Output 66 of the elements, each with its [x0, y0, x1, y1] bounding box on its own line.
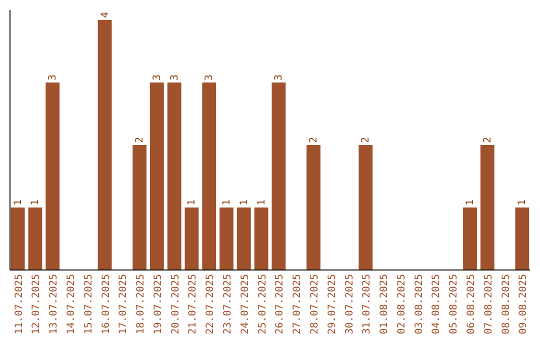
x-tick-label: 15.07.2025	[83, 274, 94, 334]
bar	[236, 208, 251, 270]
bar	[28, 208, 42, 270]
x-tick-label: 30.07.2025	[344, 274, 356, 334]
x-tick-label: 21.07.2025	[188, 274, 199, 334]
data-label: 4	[100, 12, 111, 18]
bar	[98, 20, 112, 270]
x-tick-label: 11.07.2025	[14, 274, 25, 334]
data-label: 2	[134, 136, 146, 143]
x-tick-label: 19.07.2025	[152, 274, 164, 334]
x-tick-label: 03.08.2025	[414, 274, 425, 334]
x-tick-label: 25.07.2025	[257, 274, 268, 334]
bar	[515, 208, 530, 270]
data-label: 3	[169, 74, 180, 80]
x-tick-label: 09.08.2025	[518, 274, 530, 334]
bar	[358, 145, 373, 270]
x-tick-label: 17.07.2025	[118, 274, 130, 334]
bar	[10, 208, 25, 270]
x-tick-label: 05.08.2025	[448, 274, 460, 334]
x-tick-label: 14.07.2025	[66, 274, 77, 334]
x-tick-label: 18.07.2025	[136, 274, 147, 334]
x-tick-label: 26.07.2025	[274, 274, 286, 334]
data-label: 1	[186, 199, 198, 206]
bar	[132, 145, 147, 270]
bar	[463, 208, 477, 270]
x-tick-label: 22.07.2025	[205, 274, 216, 334]
data-label: 1	[238, 199, 250, 206]
x-tick-label: 12.07.2025	[31, 274, 42, 334]
bar	[306, 145, 320, 270]
data-label: 3	[204, 74, 216, 80]
x-tick-label: 28.07.2025	[309, 274, 320, 334]
bar	[150, 82, 164, 270]
x-tick-label: 23.07.2025	[222, 274, 234, 334]
data-label: 3	[48, 74, 59, 80]
bar	[480, 145, 494, 270]
bar	[46, 82, 60, 270]
data-label: 2	[482, 136, 494, 143]
x-tick-label: 16.07.2025	[100, 274, 112, 334]
bar	[272, 82, 286, 270]
data-label: 1	[465, 199, 476, 206]
x-tick-label: 06.08.2025	[466, 274, 477, 334]
data-label: 1	[30, 199, 42, 206]
x-tick-label: 07.08.2025	[483, 274, 494, 334]
x-tick-label: 04.08.2025	[431, 274, 442, 334]
x-tick-label: 27.07.2025	[292, 274, 304, 334]
x-tick-label: 01.08.2025	[379, 274, 390, 334]
data-label: 1	[12, 199, 24, 206]
data-label: 1	[222, 199, 233, 206]
bar	[254, 208, 268, 270]
x-tick-label: 13.07.2025	[48, 274, 60, 334]
x-tick-label: 29.07.2025	[326, 274, 338, 334]
data-label: 1	[256, 199, 268, 206]
data-label: 2	[360, 136, 372, 143]
data-label: 3	[274, 74, 285, 80]
data-label: 1	[517, 199, 528, 206]
bar	[167, 82, 182, 270]
data-label: 2	[308, 136, 320, 143]
bar	[202, 82, 216, 270]
bar	[184, 208, 199, 270]
x-tick-label: 02.08.2025	[396, 274, 408, 334]
x-tick-label: 31.07.2025	[362, 274, 373, 334]
bar	[220, 208, 234, 270]
x-tick-label: 24.07.2025	[240, 274, 251, 334]
x-tick-label: 08.08.2025	[500, 274, 512, 334]
x-tick-label: 20.07.2025	[170, 274, 182, 334]
data-label: 3	[152, 74, 163, 80]
